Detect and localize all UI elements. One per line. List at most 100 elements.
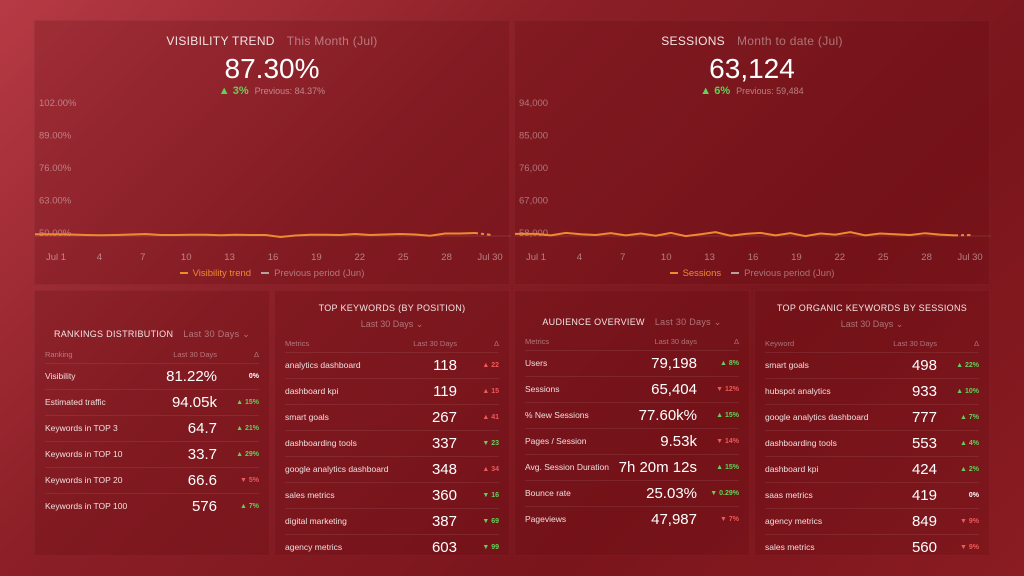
y-tick-label: 63.00%	[39, 196, 72, 207]
previous-value: Previous: 84.37%	[254, 86, 326, 96]
row-delta: ▲ 41	[457, 404, 499, 431]
period-dropdown[interactable]: Last 30 Days ⌄	[654, 317, 722, 327]
data-point	[204, 233, 207, 236]
row-label: Users	[525, 350, 614, 377]
data-point	[729, 234, 732, 237]
row-delta: ▲ 7%	[240, 502, 259, 510]
x-tick-label: 19	[791, 252, 802, 263]
row-delta: ▼ 9%	[937, 508, 979, 535]
widget-title: TOP KEYWORDS (BY POSITION)	[318, 303, 466, 313]
row-label: Bounce rate	[525, 480, 614, 507]
x-tick-label: Jul 30	[477, 252, 502, 263]
row-value: 560	[911, 538, 937, 556]
data-point	[85, 234, 87, 236]
table-row: Visibility 81.22% 0%	[45, 363, 259, 390]
widget-title: VISIBILITY TREND	[166, 34, 275, 48]
legend-current[interactable]: Sessions	[669, 268, 721, 279]
change-badge: ▲ 6%	[700, 85, 731, 97]
rankings-distribution-widget: RANKINGS DISTRIBUTION Last 30 Days ⌄ Rank…	[34, 290, 270, 556]
row-value: 777	[885, 404, 937, 431]
row-label: dashboarding tools	[765, 430, 886, 457]
period-dropdown[interactable]: Last 30 Days ⌄	[360, 319, 424, 329]
row-delta: ▼ 7%	[720, 515, 739, 523]
row-label: smart goals	[765, 352, 886, 379]
table-row: Keywords in TOP 3 64.7 ▲ 21%	[45, 415, 259, 442]
row-value: 576	[191, 497, 217, 515]
data-point	[819, 232, 822, 235]
row-value: 79,198	[613, 350, 697, 377]
row-value: 94.05k	[151, 389, 217, 416]
col-delta: Δ	[697, 334, 739, 351]
data-point	[759, 232, 762, 234]
row-value: 81.22%	[151, 363, 217, 390]
widget-title: AUDIENCE OVERVIEW	[542, 317, 645, 327]
table-row: digital marketing 387 ▼ 69	[285, 508, 499, 535]
row-delta: ▼ 14%	[697, 428, 739, 455]
row-value: 65,404	[613, 376, 697, 403]
col-name: Metrics	[285, 336, 406, 353]
x-tick-label: 7	[140, 252, 145, 263]
data-point	[684, 235, 687, 237]
x-tick-label: Jul 1	[526, 252, 546, 263]
main-value: 63,124	[709, 53, 795, 84]
row-label: google analytics dashboard	[285, 456, 406, 483]
row-delta: ▼ 16	[457, 482, 499, 509]
table-row: dashboard kpi 424 ▲ 2%	[765, 456, 979, 483]
data-point	[714, 231, 717, 233]
data-point	[115, 234, 117, 236]
data-point	[580, 233, 582, 236]
row-value: 933	[885, 378, 937, 405]
table-row: Keywords in TOP 10 33.7 ▲ 29%	[45, 441, 259, 468]
row-label: sales metrics	[285, 482, 406, 509]
data-point	[565, 232, 567, 234]
data-point	[444, 232, 446, 235]
data-point	[879, 232, 882, 235]
row-label: Visibility	[45, 363, 152, 390]
series-line	[515, 231, 956, 238]
row-value: 360	[405, 482, 457, 509]
data-point	[55, 233, 57, 236]
visibility-trend-widget: VISIBILITY TREND This Month (Jul) 87.30% …	[34, 20, 511, 285]
data-point	[595, 234, 597, 236]
top-organic-keywords-widget: TOP ORGANIC KEYWORDS BY SESSIONS Last 30…	[754, 290, 990, 556]
data-point	[279, 236, 282, 238]
table-header: Ranking Last 30 Days Δ	[45, 347, 259, 364]
table-row: Keywords in TOP 100 576 ▲ 7%	[45, 493, 259, 519]
row-label: hubspot analytics	[765, 378, 886, 405]
data-point	[234, 233, 237, 236]
period-label[interactable]: Month to date (Jul)	[737, 34, 843, 48]
period-dropdown[interactable]: Last 30 Days ⌄	[183, 329, 251, 339]
row-label: Keywords in TOP 20	[45, 467, 152, 494]
row-value: 603	[431, 538, 457, 556]
row-label: % New Sessions	[525, 402, 614, 429]
row-label: dashboarding tools	[285, 430, 406, 457]
data-point	[639, 232, 642, 235]
x-tick-label: 25	[398, 252, 409, 263]
legend-current[interactable]: Visibility trend	[179, 268, 251, 279]
data-point	[324, 233, 327, 236]
legend-previous[interactable]: Previous period (Jun)	[261, 268, 364, 279]
data-point	[174, 234, 177, 236]
data-point	[834, 233, 837, 236]
period-dropdown[interactable]: Last 30 Days ⌄	[840, 319, 904, 329]
row-delta: ▼ 69	[457, 508, 499, 535]
data-point	[144, 233, 147, 235]
change-badge: ▲ 3%	[218, 85, 249, 97]
table-row: Keywords in TOP 20 66.6 ▼ 5%	[45, 467, 259, 494]
row-delta: ▼ 5%	[217, 467, 259, 494]
legend-previous[interactable]: Previous period (Jun)	[731, 268, 834, 279]
row-label: Estimated traffic	[45, 389, 152, 416]
period-label[interactable]: This Month (Jul)	[286, 34, 378, 48]
row-label: saas metrics	[765, 482, 886, 509]
row-label: Keywords in TOP 10	[45, 441, 152, 468]
row-delta: ▼ 23	[457, 430, 499, 457]
row-delta: ▲ 34	[457, 456, 499, 483]
y-tick-label: 67,000	[519, 196, 548, 207]
x-tick-label: Jul 1	[46, 252, 66, 263]
x-tick-label: 4	[577, 252, 582, 263]
row-value: 553	[885, 430, 937, 457]
x-tick-label: 25	[878, 252, 889, 263]
col-value: Last 30 Days	[151, 347, 217, 364]
table-row: dashboarding tools 553 ▲ 4%	[765, 430, 979, 457]
